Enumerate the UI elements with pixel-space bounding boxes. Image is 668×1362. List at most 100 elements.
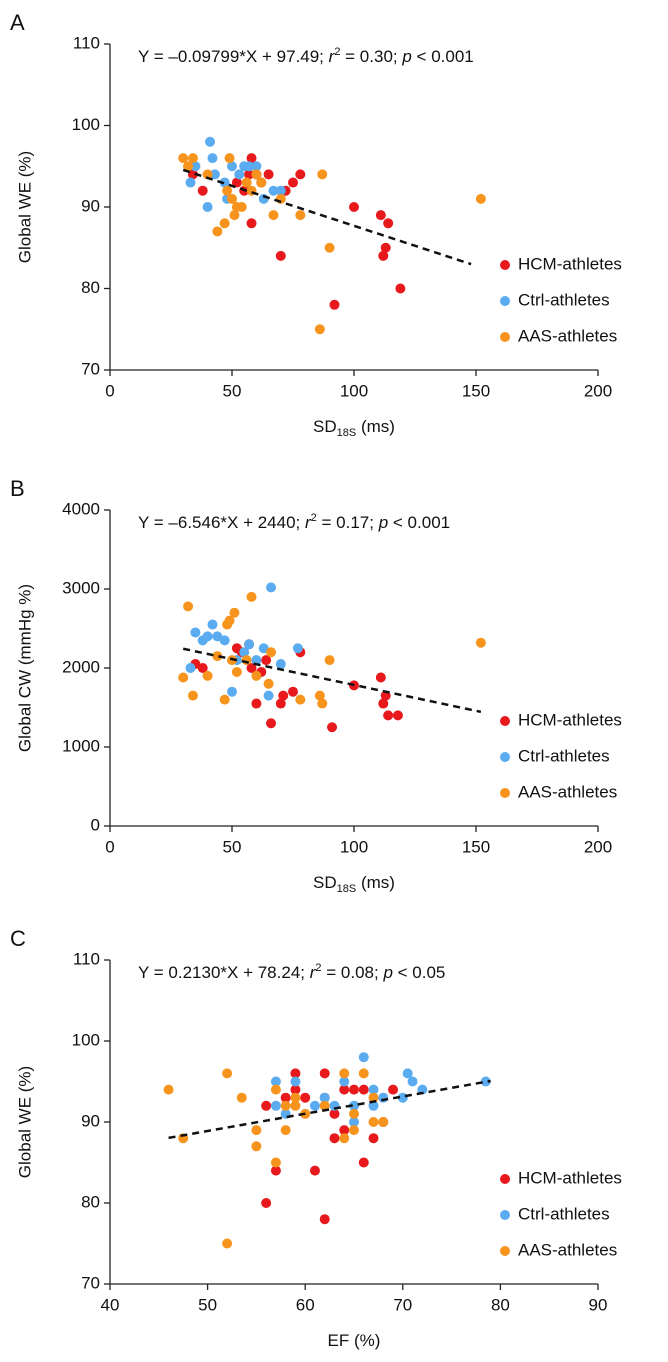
data-point: [263, 678, 274, 689]
data-point: [202, 670, 213, 681]
data-point: [288, 686, 298, 697]
x-label-part: (ms): [356, 873, 395, 892]
data-point: [256, 177, 267, 188]
trend-line: [182, 647, 482, 714]
data-point: [417, 1084, 428, 1095]
data-point: [309, 1165, 320, 1176]
data-point: [275, 659, 286, 670]
data-point: [319, 1068, 330, 1079]
data-point: [278, 690, 289, 701]
x-tick-label: 40: [101, 1295, 120, 1314]
y-tick-label: 110: [73, 33, 100, 52]
panel-label: A: [10, 10, 25, 35]
panel-label: C: [10, 926, 26, 951]
data-point: [202, 202, 213, 212]
data-point: [358, 1157, 369, 1168]
data-point: [314, 690, 325, 701]
data-point: [185, 663, 196, 673]
y-tick-label: 80: [81, 1192, 100, 1211]
data-point: [290, 1092, 301, 1103]
data-point: [224, 615, 235, 626]
data-point: [329, 1133, 340, 1144]
panel-label: B: [10, 476, 25, 501]
equation: Y = –6.546*X + 2440; r2 = 0.17; p < 0.00…: [138, 512, 450, 533]
data-point: [190, 627, 201, 638]
x-label-part: SD: [313, 873, 337, 892]
legend-marker: [500, 1174, 510, 1184]
legend-label: AAS-athletes: [518, 782, 617, 801]
equation-part: < 0.05: [393, 963, 445, 982]
y-tick-label: 0: [91, 815, 100, 834]
y-tick-label: 90: [81, 1111, 100, 1130]
data-point: [244, 639, 255, 650]
y-axis-label: Global WE (%): [15, 151, 34, 263]
data-point: [383, 710, 394, 721]
data-point: [227, 161, 237, 172]
data-point: [163, 1084, 174, 1095]
x-tick-label: 50: [198, 1295, 217, 1314]
data-point: [395, 283, 406, 294]
x-tick-label: 200: [584, 381, 612, 400]
equation-part: p: [378, 513, 388, 532]
data-point: [270, 1165, 281, 1176]
legend-label: Ctrl-athletes: [518, 746, 610, 765]
trend-line: [182, 168, 472, 266]
y-axis-label: Global WE (%): [15, 1066, 34, 1178]
data-point: [270, 1084, 281, 1095]
x-axis-label: SD18S (ms): [313, 417, 395, 438]
y-tick-label: 1000: [62, 736, 100, 755]
legend-marker: [500, 1246, 510, 1256]
equation-part: Y = 0.2130*X + 78.24;: [138, 963, 310, 982]
data-point: [246, 153, 257, 164]
data-point: [190, 161, 201, 172]
data-point: [251, 1125, 262, 1136]
data-point: [402, 1068, 413, 1079]
equation: Y = 0.2130*X + 78.24; r2 = 0.08; p < 0.0…: [138, 962, 445, 983]
data-point: [207, 153, 218, 164]
data-point: [300, 1092, 311, 1103]
data-point: [290, 1084, 301, 1095]
data-point: [290, 1076, 301, 1087]
data-point: [258, 643, 269, 654]
data-point: [475, 193, 486, 204]
data-point: [349, 1108, 359, 1119]
data-point: [475, 637, 486, 648]
data-point: [368, 1117, 379, 1127]
data-point: [187, 153, 198, 164]
data-point: [263, 169, 274, 180]
data-point: [183, 161, 194, 172]
data-point: [197, 185, 208, 196]
data-point: [251, 698, 262, 709]
data-point: [319, 1092, 330, 1103]
legend-marker: [500, 788, 510, 798]
data-point: [231, 666, 242, 677]
data-point: [224, 153, 235, 164]
trend-line: [168, 1079, 491, 1140]
equation-part: < 0.001: [388, 513, 450, 532]
data-point: [275, 698, 286, 709]
legend-marker: [500, 752, 510, 762]
data-point: [241, 655, 252, 666]
data-point: [244, 169, 255, 180]
data-point: [319, 1214, 330, 1225]
data-point: [280, 1125, 291, 1136]
data-point: [480, 1076, 491, 1087]
data-point: [209, 169, 220, 180]
x-tick-label: 70: [393, 1295, 412, 1314]
equation-part: = 0.30;: [340, 47, 402, 66]
data-point: [380, 242, 391, 253]
legend-label: Ctrl-athletes: [518, 290, 610, 309]
data-point: [375, 210, 386, 221]
data-point: [295, 210, 306, 221]
data-point: [349, 202, 359, 212]
legend-marker: [500, 260, 510, 270]
x-label-part: 18S: [337, 427, 357, 439]
x-tick-label: 100: [340, 381, 368, 400]
data-point: [329, 299, 340, 310]
data-point: [263, 690, 274, 701]
y-tick-label: 110: [73, 949, 100, 968]
data-point: [251, 1141, 262, 1152]
data-point: [178, 672, 189, 683]
data-point: [241, 177, 252, 188]
x-tick-label: 200: [584, 837, 612, 856]
